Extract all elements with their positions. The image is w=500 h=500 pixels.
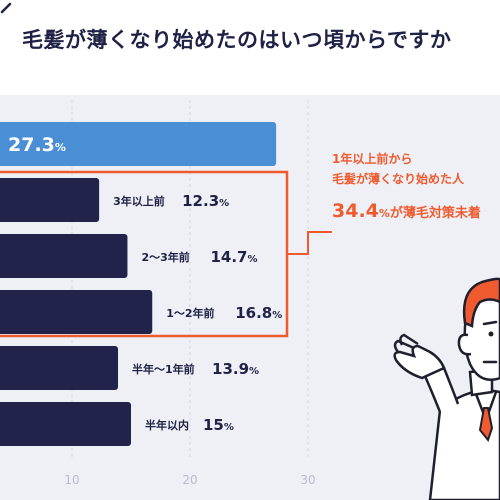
page-title: 毛髪が薄くなり始めたのはいつ頃からですか xyxy=(22,28,452,52)
corner-accent-icon xyxy=(0,2,12,14)
bar xyxy=(0,178,100,222)
x-tick-label: 30 xyxy=(300,473,315,487)
header: 毛髪が薄くなり始めたのはいつ頃からですか xyxy=(0,0,500,95)
data-label: 16.8% xyxy=(235,304,282,322)
bar xyxy=(0,346,119,390)
connector-line xyxy=(287,231,332,255)
bar xyxy=(0,234,128,278)
x-tick-label: 20 xyxy=(182,473,197,487)
bar xyxy=(0,122,277,166)
bar xyxy=(0,402,131,446)
annotation-line-2: 毛髪が薄くなり始めた人 xyxy=(332,172,465,186)
bar xyxy=(0,290,153,334)
category-label: 半年以内 xyxy=(145,418,189,432)
category-label: 半年〜1年前 xyxy=(132,362,195,376)
annotation-line-1: 1年以上前から xyxy=(332,152,413,166)
category-label: 3年以上前 xyxy=(113,194,165,208)
annotation-line-3: 34.4%が薄毛対策未着 xyxy=(332,200,481,222)
data-label: 13.9% xyxy=(212,360,259,378)
annotation-tail-text: が薄毛対策未着 xyxy=(389,206,481,221)
annotation-percent-value: 34.4 xyxy=(332,200,379,222)
data-label: 14.7% xyxy=(210,248,257,266)
category-label: 2〜3年前 xyxy=(141,250,189,264)
data-label: 12.3% xyxy=(182,192,229,210)
x-tick-label: 10 xyxy=(64,473,79,487)
annotation-percent-unit: % xyxy=(378,207,390,220)
category-label: 1〜2年前 xyxy=(166,306,214,320)
data-label: 27.3% xyxy=(8,134,66,156)
